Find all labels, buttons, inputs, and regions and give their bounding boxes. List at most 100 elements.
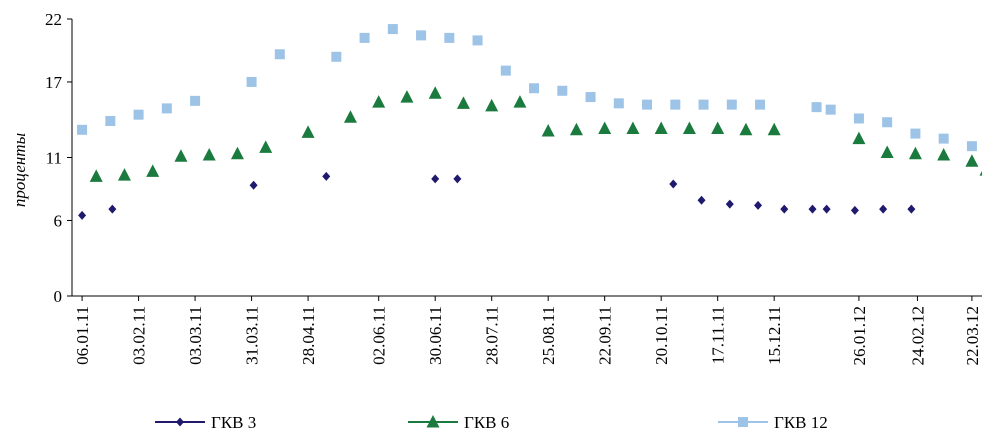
legend-marker (426, 415, 440, 428)
data-point (557, 85, 568, 96)
data-point (372, 95, 386, 108)
data-point (453, 174, 462, 184)
legend-marker (738, 417, 748, 427)
y-tick-label: 0 (54, 287, 63, 306)
data-point (202, 147, 216, 161)
x-tick-label: 06.01.11 (73, 306, 92, 365)
legend-item: ГКВ 3 (155, 413, 256, 432)
legend-marker (176, 417, 184, 427)
data-point (626, 121, 640, 135)
data-point (77, 124, 88, 135)
data-point (682, 121, 696, 135)
legend-item: ГКВ 6 (408, 413, 509, 432)
data-point (697, 195, 706, 205)
data-point (711, 121, 725, 135)
data-point (322, 171, 331, 181)
data-point (387, 24, 398, 35)
data-point (431, 174, 440, 184)
x-tick-label: 25.08.11 (539, 306, 558, 365)
data-point (249, 180, 258, 190)
data-point (669, 179, 678, 189)
data-point (301, 125, 315, 138)
x-tick-label: 28.04.11 (299, 306, 318, 365)
data-point (416, 30, 427, 41)
legend: ГКВ 3 ГКВ 6 ГКВ 12 (155, 413, 828, 432)
data-point (259, 140, 273, 153)
data-point (966, 141, 977, 152)
data-point (585, 92, 596, 103)
data-point (246, 76, 257, 87)
legend-label: ГКВ 3 (211, 413, 256, 432)
y-tick-label: 11 (46, 149, 62, 168)
data-point (882, 117, 893, 128)
series-2 (89, 86, 982, 182)
data-point (979, 170, 982, 176)
data-point (850, 205, 859, 215)
data-point (910, 128, 921, 139)
x-tick-label: 15.12.11 (765, 306, 784, 365)
data-point (825, 104, 836, 115)
data-point (456, 96, 470, 109)
x-tick-label: 26.01.12 (850, 306, 869, 366)
data-point (428, 86, 442, 99)
x-tick-label: 22.09.11 (596, 306, 615, 365)
x-tick-label: 20.10.11 (652, 306, 671, 365)
data-point (879, 204, 888, 214)
legend-label: ГКВ 12 (774, 413, 828, 432)
legend-item: ГКВ 12 (718, 413, 828, 432)
series-layer (77, 24, 982, 220)
data-point (670, 99, 681, 110)
data-point (274, 49, 285, 60)
data-point (725, 199, 734, 209)
x-tick-label: 03.02.11 (130, 306, 149, 365)
data-point (472, 35, 483, 46)
series-1 (78, 171, 916, 220)
data-point (331, 51, 342, 62)
y-tick-label: 17 (45, 73, 63, 92)
data-point (108, 204, 117, 214)
data-point (161, 103, 172, 114)
data-point (485, 98, 499, 112)
x-tick-label: 02.06.11 (370, 306, 389, 365)
data-point (908, 146, 922, 160)
data-point (767, 122, 781, 136)
data-point (598, 121, 612, 135)
data-point (133, 109, 144, 120)
data-point (808, 204, 817, 214)
data-point (938, 133, 949, 144)
x-tick-label: 22.03.12 (963, 306, 982, 366)
data-point (755, 99, 766, 110)
series-3 (77, 24, 977, 152)
x-tick-label: 30.06.11 (426, 306, 445, 365)
data-point (190, 95, 201, 106)
data-point (359, 32, 370, 43)
data-point (822, 204, 831, 214)
data-point (754, 200, 763, 210)
data-point (739, 122, 753, 136)
y-tick-label: 6 (54, 211, 63, 230)
x-tick-label: 03.03.11 (186, 306, 205, 365)
x-tick-label: 28.07.11 (483, 306, 502, 365)
data-point (569, 122, 583, 136)
data-point (117, 168, 131, 181)
data-point (780, 204, 789, 214)
data-point (965, 154, 979, 167)
data-point (613, 98, 624, 109)
data-point (541, 124, 555, 137)
data-point (513, 95, 527, 108)
x-tick-label: 24.02.12 (908, 306, 927, 366)
data-point (907, 204, 916, 214)
data-point (89, 169, 103, 182)
data-point (444, 32, 455, 43)
data-point (174, 149, 188, 162)
data-point (937, 147, 951, 161)
data-point (853, 113, 864, 124)
data-point (105, 115, 116, 126)
data-point (654, 121, 668, 135)
axes: 0 6 11 17 22 06.01.11 03.02.11 03.03.11 31.03.11… (45, 10, 982, 366)
x-tick-label: 31.03.11 (243, 306, 262, 365)
y-axis-label: проценты (10, 133, 29, 207)
y-tick-label: 22 (45, 10, 62, 29)
data-point (726, 99, 737, 110)
